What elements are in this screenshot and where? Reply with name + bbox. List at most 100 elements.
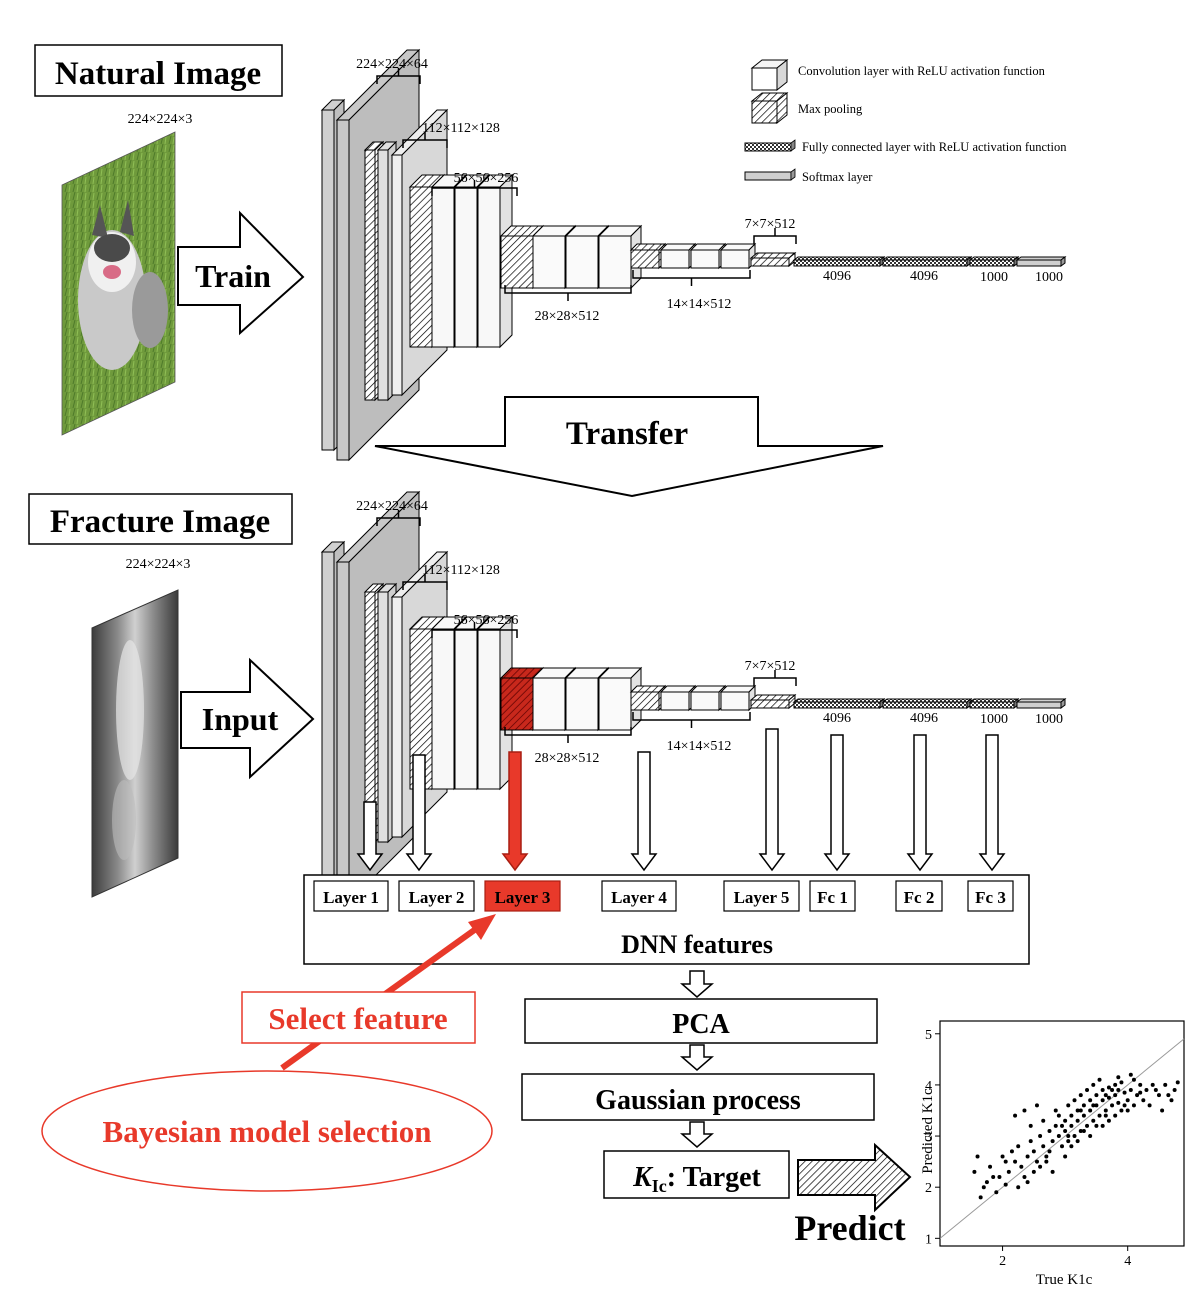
legend-conv-label: Convolution layer with ReLU activation f…: [798, 64, 1046, 78]
legend-pool-label: Max pooling: [798, 102, 863, 116]
dim-block1: 224×224×64: [356, 57, 428, 72]
scatter-chart: 2 4 1 2 3 4 5 True K1c Predicted K1c: [920, 1020, 1185, 1288]
dim-softmax: 1000: [1035, 712, 1063, 727]
scatter-point: [1016, 1185, 1021, 1190]
scatter-point: [1125, 1098, 1130, 1103]
arrow-fc2: [906, 734, 934, 872]
scatter-point: [1169, 1098, 1174, 1103]
scatter-point: [1175, 1080, 1180, 1085]
scatter-point: [1078, 1128, 1083, 1133]
block5-conv-c: [719, 242, 757, 270]
brace-b4: [504, 727, 632, 743]
scatter-point: [1028, 1123, 1033, 1128]
pca-box: [524, 998, 878, 1044]
scatter-points: [972, 1072, 1180, 1200]
scatter-point: [1025, 1154, 1030, 1159]
block5-conv-b: [689, 684, 727, 712]
scatter-point: [1003, 1159, 1008, 1164]
x-tick-label: 2: [999, 1254, 1006, 1269]
scatter-point: [981, 1185, 986, 1190]
scatter-point: [1160, 1108, 1165, 1113]
feature-label-8: Fc 3: [967, 880, 1014, 912]
scatter-point: [1106, 1085, 1111, 1090]
feature-label-text: Fc 1: [817, 888, 848, 907]
feature-label-5: Layer 5: [723, 880, 800, 912]
y-tick-label: 1: [925, 1232, 932, 1247]
scatter-point: [1078, 1093, 1083, 1098]
scatter-point: [1047, 1149, 1052, 1154]
scatter-point: [1044, 1159, 1049, 1164]
feature-label-box: [809, 880, 856, 912]
scatter-point: [1000, 1154, 1005, 1159]
dim-block1: 224×224×64: [356, 499, 428, 514]
feature-label-text: Layer 3: [495, 888, 551, 907]
scatter-point: [1066, 1134, 1071, 1139]
scatter-point: [1103, 1093, 1108, 1098]
scatter-point: [1053, 1123, 1058, 1128]
top-section: Natural Image 224×224×3 Train 224×224×64…: [34, 44, 1067, 462]
scatter-point: [1041, 1118, 1046, 1123]
scatter-point: [1034, 1159, 1039, 1164]
dim-softmax: 1000: [1035, 270, 1063, 285]
scatter-point: [1069, 1123, 1074, 1128]
legend-pool: Max pooling: [750, 91, 863, 125]
fc2-layer: [881, 256, 973, 267]
predict-label: Predict: [794, 1208, 905, 1248]
scatter-point: [1163, 1082, 1168, 1087]
dim-fc3: 1000: [980, 270, 1008, 285]
feature-label-1: Layer 1: [313, 880, 389, 912]
scatter-point: [988, 1164, 993, 1169]
scatter-point: [972, 1169, 977, 1174]
scatter-point: [1053, 1108, 1058, 1113]
gaussian-process-label: Gaussian process: [595, 1085, 801, 1116]
brace-pool: [753, 670, 797, 686]
arrow-layer4: [630, 751, 658, 872]
legend: Convolution layer with ReLU activation f…: [744, 58, 1067, 184]
scatter-point: [1166, 1093, 1171, 1098]
train-label: Train: [195, 258, 271, 294]
feature-label-2: Layer 2: [398, 880, 475, 912]
scatter-point: [1016, 1144, 1021, 1149]
dim-block2: 112×112×128: [422, 563, 500, 578]
feature-label-text: Fc 2: [904, 888, 935, 907]
block5-conv-a: [659, 242, 697, 270]
natural-image-title-box: [34, 44, 283, 97]
transfer-arrow: Transfer: [374, 396, 884, 498]
feature-selection: Select feature Bayesian model selection: [41, 914, 496, 1192]
scatter-point: [1097, 1113, 1102, 1118]
scatter-point: [984, 1180, 989, 1185]
scatter-point: [991, 1174, 996, 1179]
selection-arrow-head: [468, 914, 496, 940]
scatter-point: [1081, 1113, 1086, 1118]
scatter-point: [1047, 1128, 1052, 1133]
scatter-point: [1119, 1080, 1124, 1085]
scatter-point: [1060, 1123, 1064, 1128]
scatter-point: [994, 1190, 999, 1195]
train-arrow: [177, 210, 305, 336]
scatter-point: [1050, 1139, 1055, 1144]
brace-b2: [402, 574, 448, 590]
scatter-point: [1106, 1095, 1111, 1100]
scatter-point: [978, 1195, 983, 1200]
block5-pool: [629, 242, 667, 270]
brace-b2: [402, 132, 448, 148]
arrow-fc3: [978, 734, 1006, 872]
scatter-point: [1116, 1075, 1121, 1080]
fc3-layer: [968, 698, 1020, 709]
scatter-point: [1097, 1077, 1102, 1082]
scatter-point: [1060, 1144, 1064, 1149]
bayesian-label: Bayesian model selection: [103, 1114, 432, 1149]
target-subscript: Ic: [652, 1176, 667, 1196]
final-pool: [749, 251, 797, 268]
gaussian-process-box: [521, 1073, 875, 1121]
final-pool: [749, 693, 797, 710]
scatter-point: [1081, 1128, 1086, 1133]
feature-label-7: Fc 2: [895, 880, 943, 912]
scatter-point: [1088, 1134, 1093, 1139]
scatter-point: [975, 1154, 980, 1159]
scatter-point: [1131, 1103, 1136, 1108]
scatter-point: [1044, 1154, 1049, 1159]
scatter-point: [1075, 1118, 1080, 1123]
target-symbol: K: [632, 1162, 654, 1193]
vgg-network-top: 224×224×64 112×112×128 56×56×256 28×28×512 1…: [320, 48, 1067, 462]
